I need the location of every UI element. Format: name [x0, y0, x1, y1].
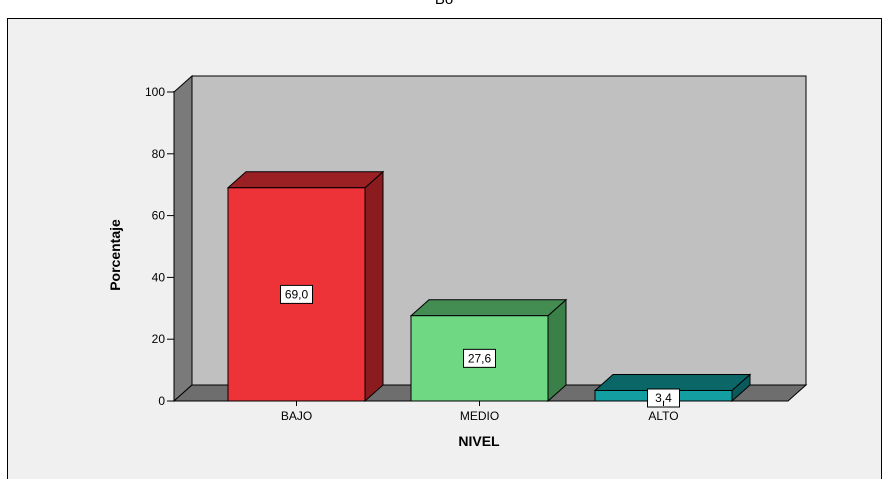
chart-frame: 0 20 40 60 80 100 69,0 27,6 3,4 BAJO MEDIO ALTO P… — [7, 18, 882, 479]
bar-medio: 27,6 — [409, 298, 568, 403]
data-label-box — [463, 348, 496, 368]
x-axis-title: NIVEL — [458, 433, 500, 449]
y-tick-label: 80 — [152, 147, 166, 161]
y-tick-label: 40 — [152, 270, 166, 284]
bar-top — [409, 299, 568, 317]
x-tick-label: BAJO — [281, 409, 312, 423]
data-label-box — [647, 388, 680, 408]
y-tick-label: 20 — [152, 332, 166, 346]
data-label: 3,4 — [655, 391, 672, 405]
y-tick-label: 60 — [152, 209, 166, 223]
x-tick-label: ALTO — [648, 409, 678, 423]
bar-chart: 0 20 40 60 80 100 69,0 27,6 3,4 BAJO MEDIO ALTO P… — [107, 74, 808, 449]
data-label-box — [280, 284, 313, 304]
bar-bajo: 69,0 — [226, 170, 385, 403]
top-label: Bo — [0, 0, 888, 8]
y-axis: 0 20 40 60 80 100 — [145, 85, 175, 408]
bar-side — [364, 170, 384, 403]
x-axis-categories: BAJO MEDIO ALTO — [281, 401, 679, 423]
bar-side — [547, 298, 567, 403]
bar-top — [593, 373, 752, 391]
bar-top — [226, 171, 385, 189]
side-wall — [173, 74, 193, 403]
bars: 69,0 27,6 3,4 — [226, 170, 752, 408]
y-axis-title: Porcentaje — [107, 219, 123, 291]
x-tick-label: MEDIO — [460, 409, 499, 423]
y-tick-label: 100 — [145, 85, 165, 99]
bar-alto: 3,4 — [593, 373, 752, 408]
data-label: 27,6 — [468, 351, 492, 365]
data-label: 69,0 — [285, 287, 309, 301]
y-tick-label: 0 — [158, 394, 165, 408]
